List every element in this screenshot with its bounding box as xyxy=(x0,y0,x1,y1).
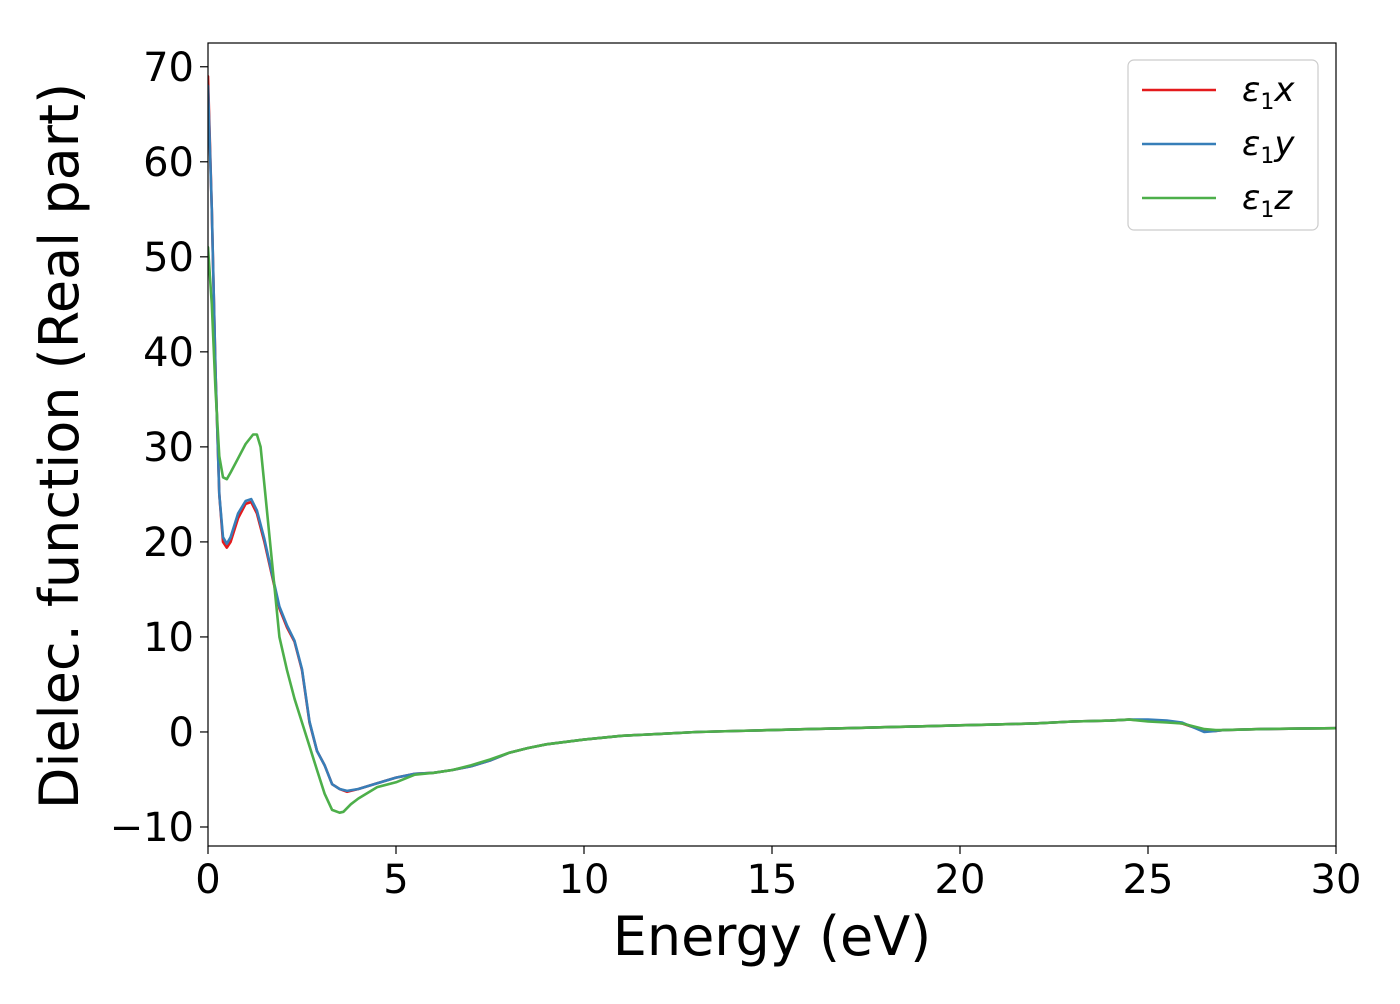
y-tick-label: 40 xyxy=(143,330,194,376)
y-tick-label: 10 xyxy=(143,615,194,661)
x-axis: 0 5 10 15 20 25 30 xyxy=(195,846,1361,903)
legend-label-y: ε1y xyxy=(1242,124,1295,169)
legend-frame xyxy=(1127,59,1319,231)
y-tick-label: −10 xyxy=(110,805,194,851)
x-tick-label: 0 xyxy=(195,857,220,903)
legend-label-x: ε1x xyxy=(1242,70,1295,115)
y-tick-label: 70 xyxy=(143,45,194,91)
y-tick-label: 20 xyxy=(143,520,194,566)
y-axis: −10 0 10 20 30 40 50 60 70 xyxy=(110,45,208,851)
x-tick-label: 30 xyxy=(1311,857,1362,903)
y-tick-label: 50 xyxy=(143,235,194,281)
x-tick-label: 25 xyxy=(1123,857,1174,903)
series-line-z xyxy=(208,246,1336,814)
x-tick-label: 10 xyxy=(559,857,610,903)
y-axis-label: Dielec. function (Real part) xyxy=(28,83,91,809)
x-tick-label: 5 xyxy=(383,857,408,903)
series-layer xyxy=(208,75,1336,814)
legend: ε1x ε1y ε1z xyxy=(1127,59,1319,231)
x-axis-label: Energy (eV) xyxy=(613,905,932,968)
x-tick-label: 20 xyxy=(935,857,986,903)
y-tick-label: 0 xyxy=(169,710,194,756)
y-tick-label: 60 xyxy=(143,140,194,186)
x-tick-label: 15 xyxy=(747,857,798,903)
y-tick-label: 30 xyxy=(143,425,194,471)
legend-label-z: ε1z xyxy=(1242,178,1293,223)
